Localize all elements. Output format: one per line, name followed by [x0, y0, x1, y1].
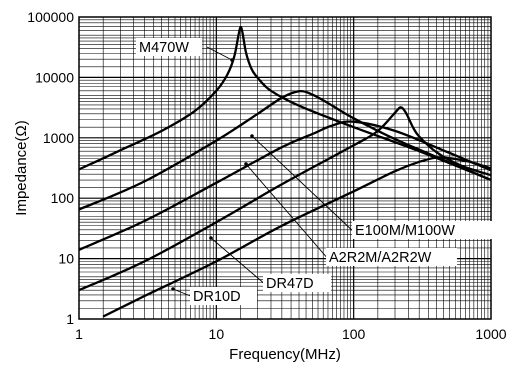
series-label-bg-3 [263, 274, 331, 292]
x-tick-label: 100 [342, 326, 366, 342]
series-line-2 [78, 120, 492, 251]
y-tick-label: 100000 [27, 9, 74, 25]
series-labels: M470W E100M/M100W A2R2M/A2R2W DR47D DR10D [136, 38, 492, 305]
series-leader-line-2 [245, 163, 330, 261]
y-tick-label: 100 [51, 190, 75, 206]
y-tick-label: 1000 [43, 130, 74, 146]
series-leader-line-4 [172, 288, 194, 298]
series-label-bg-1 [352, 221, 492, 239]
y-axis-title: Impedance(Ω) [13, 120, 30, 215]
x-tick-label: 10 [209, 326, 225, 342]
series-leader-dot-4 [171, 287, 175, 291]
x-axis-title: Frequency(MHz) [229, 346, 341, 363]
series-label-bg-4 [190, 287, 257, 305]
series-label-bg-0 [136, 38, 202, 56]
series-label-bg-2 [326, 248, 457, 266]
series-line-3 [78, 106, 492, 292]
plot-frame [78, 16, 492, 320]
series-leader-line-0 [206, 46, 233, 61]
series-label-4: DR10D [193, 289, 241, 305]
series-label-1: E100M/M100W [355, 223, 455, 239]
series-label-2: A2R2M/A2R2W [329, 250, 432, 266]
tick-labels: 1 10 100 1000 1 10 100 1000 10000 100000 [27, 9, 506, 342]
series-label-0: M470W [139, 40, 189, 56]
y-tick-label: 1 [66, 311, 74, 327]
series-line-4 [102, 156, 492, 318]
y-tick-label: 10 [58, 251, 74, 267]
series-leader-line-3 [210, 237, 267, 286]
y-tick-label: 10000 [35, 69, 74, 85]
series-line-0 [78, 25, 492, 182]
series-leader-dot-0 [230, 58, 234, 62]
series-leader-dot-1 [250, 134, 254, 138]
series-leader-line-1 [251, 135, 356, 234]
x-tick-label: 1 [75, 326, 83, 342]
series-line-1 [78, 89, 492, 211]
series-layer [78, 25, 492, 318]
x-tick-label: 1000 [475, 326, 506, 342]
series-leader-dot-3 [209, 236, 213, 240]
series-label-3: DR47D [266, 276, 314, 292]
chart-grid [78, 16, 492, 320]
series-leader-dot-2 [244, 162, 248, 166]
